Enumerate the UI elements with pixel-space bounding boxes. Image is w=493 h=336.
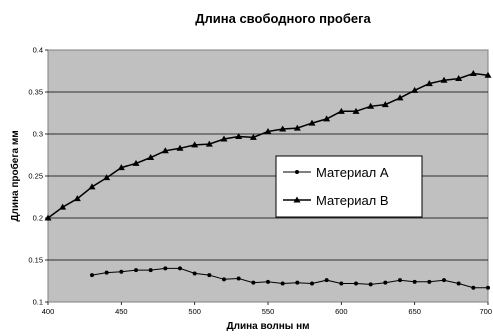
data-point <box>222 277 226 282</box>
data-point <box>220 135 228 142</box>
data-point <box>134 268 138 273</box>
legend-marker-material-b <box>293 196 301 203</box>
data-point <box>440 76 448 83</box>
data-point <box>59 203 67 210</box>
data-point <box>469 70 477 77</box>
data-point <box>324 278 329 283</box>
y-tick-label: 0.25 <box>28 172 43 181</box>
data-point <box>279 125 287 132</box>
legend-box <box>275 155 423 218</box>
data-point <box>205 140 213 147</box>
data-point <box>280 281 285 286</box>
data-point <box>192 271 197 276</box>
series-material-b <box>44 70 492 221</box>
y-axis-ticks: 0.1 0.15 0.2 0.25 0.3 0.35 0.4 <box>28 46 48 307</box>
data-point <box>191 141 199 148</box>
x-tick-label: 550 <box>262 307 275 316</box>
data-point <box>176 144 184 151</box>
data-point <box>178 266 182 271</box>
data-point <box>396 94 404 101</box>
data-point <box>456 281 461 286</box>
data-point <box>486 285 490 290</box>
x-tick-label: 700 <box>479 307 492 316</box>
chart-title: Длина свободного пробега <box>195 11 371 26</box>
y-axis-label: Длина пробега мм <box>9 130 21 221</box>
data-point <box>354 281 358 286</box>
legend-marker-material-a <box>295 170 299 174</box>
x-axis-label: Длина волны нм <box>226 321 309 332</box>
y-tick-label: 0.35 <box>28 88 43 97</box>
data-point <box>148 268 153 273</box>
legend-label-material-a: Материал A <box>316 165 389 180</box>
data-point <box>264 127 272 134</box>
data-point <box>308 119 316 126</box>
x-tick-label: 450 <box>115 307 128 316</box>
data-point <box>104 270 109 275</box>
data-point <box>471 285 476 290</box>
y-tick-label: 0.3 <box>33 130 43 139</box>
legend: Материал A Материал B <box>275 155 423 218</box>
data-point <box>411 86 419 93</box>
y-tick-label: 0.1 <box>33 298 43 307</box>
data-point <box>73 195 81 202</box>
y-tick-label: 0.15 <box>28 256 43 265</box>
data-point <box>455 75 463 82</box>
data-point <box>236 276 241 281</box>
data-point <box>381 101 389 108</box>
data-point <box>44 214 52 221</box>
series-material-a <box>90 266 490 290</box>
data-point <box>147 154 155 161</box>
x-axis-ticks: 400 450 500 550 600 650 700 <box>42 302 492 316</box>
data-point <box>293 124 301 131</box>
data-point <box>295 280 300 285</box>
data-point <box>367 102 375 109</box>
data-point <box>119 269 124 274</box>
data-point <box>425 80 433 87</box>
data-point <box>412 279 417 284</box>
data-point <box>368 282 373 287</box>
data-point <box>103 174 111 181</box>
data-point <box>266 279 270 284</box>
legend-label-material-b: Материал B <box>316 193 389 208</box>
data-point <box>427 279 432 284</box>
data-point <box>235 133 243 140</box>
y-tick-label: 0.4 <box>33 46 43 55</box>
data-point <box>90 273 94 278</box>
x-tick-label: 400 <box>42 307 55 316</box>
data-point <box>117 164 125 171</box>
data-point <box>310 281 314 286</box>
x-tick-label: 600 <box>335 307 348 316</box>
data-point <box>88 183 96 190</box>
x-tick-label: 650 <box>408 307 421 316</box>
y-tick-label: 0.2 <box>33 214 43 223</box>
data-point <box>337 107 345 114</box>
data-point <box>484 71 492 78</box>
data-point <box>163 266 168 271</box>
data-point <box>323 115 331 122</box>
data-point <box>207 273 212 278</box>
data-point <box>161 147 169 154</box>
data-point <box>339 281 344 286</box>
data-point <box>249 133 257 140</box>
data-point <box>251 280 256 285</box>
series-line <box>91 267 488 289</box>
data-point <box>352 107 360 114</box>
data-point <box>398 278 402 283</box>
data-point <box>383 280 388 285</box>
data-point <box>132 159 140 166</box>
data-point <box>442 278 446 283</box>
x-tick-label: 500 <box>188 307 201 316</box>
